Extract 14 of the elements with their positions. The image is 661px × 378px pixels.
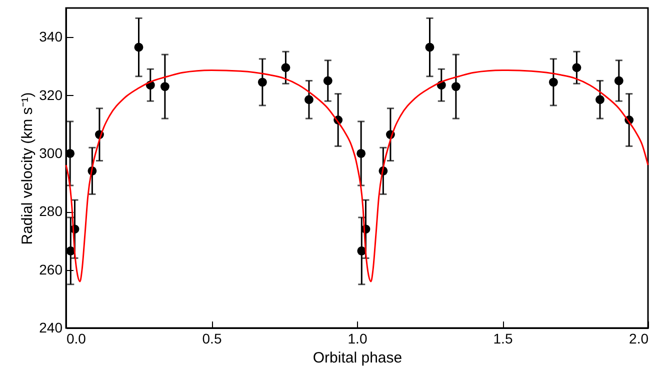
y-tick-label: 260 — [39, 261, 63, 278]
y-tick-label: 320 — [39, 86, 63, 103]
y-tick-label: 280 — [39, 203, 63, 220]
x-axis-title: Orbital phase — [312, 350, 402, 366]
x-tick-label: 1.5 — [493, 330, 513, 346]
y-tick-label: 300 — [39, 144, 63, 161]
line-series — [65, 70, 649, 282]
y-axis-title: Radial velocity (km s⁻¹) — [19, 92, 36, 245]
x-tick-label: 0.0 — [66, 330, 86, 346]
y-tick-label: 340 — [39, 28, 63, 45]
x-tick-label: 1.0 — [348, 330, 368, 346]
x-tick-label: 2.0 — [629, 330, 649, 346]
y-tick-label: 240 — [39, 320, 63, 336]
x-tick-label: 0.5 — [202, 330, 222, 346]
